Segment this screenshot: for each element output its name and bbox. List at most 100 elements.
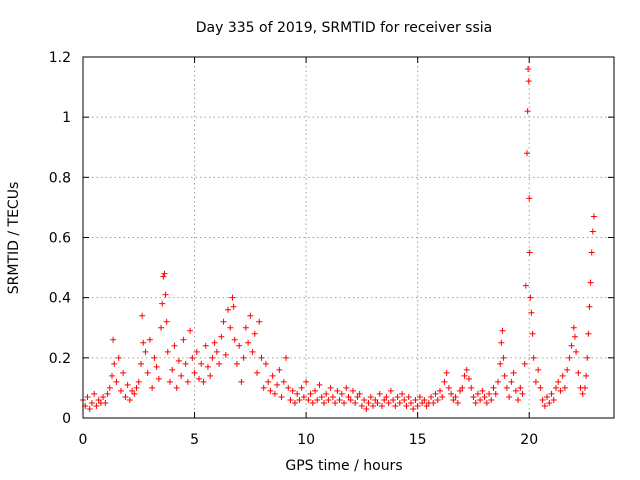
data-point bbox=[525, 78, 532, 85]
data-point bbox=[283, 354, 290, 361]
data-point bbox=[189, 354, 196, 361]
grid bbox=[83, 57, 614, 418]
data-point bbox=[104, 390, 111, 397]
data-point bbox=[343, 384, 350, 391]
data-point bbox=[407, 399, 414, 406]
data-point bbox=[530, 354, 537, 361]
data-point bbox=[196, 375, 203, 382]
data-point bbox=[383, 393, 390, 400]
x-tick-labels: 0 5 10 15 20 bbox=[79, 432, 539, 448]
data-point bbox=[519, 390, 526, 397]
data-points bbox=[80, 66, 597, 412]
data-point bbox=[91, 390, 98, 397]
data-point bbox=[126, 396, 133, 403]
data-point bbox=[180, 336, 187, 343]
data-point bbox=[135, 378, 142, 385]
data-point bbox=[399, 390, 406, 397]
data-point bbox=[265, 378, 272, 385]
data-point bbox=[468, 384, 475, 391]
data-point bbox=[532, 378, 539, 385]
data-point bbox=[510, 369, 517, 376]
data-point bbox=[573, 348, 580, 355]
data-point bbox=[164, 348, 171, 355]
data-point bbox=[477, 396, 484, 403]
x-tick-label: 10 bbox=[297, 432, 315, 448]
data-point bbox=[106, 384, 113, 391]
data-point bbox=[198, 360, 205, 367]
data-point bbox=[579, 390, 586, 397]
data-point bbox=[309, 399, 316, 406]
data-point bbox=[416, 393, 423, 400]
data-point bbox=[581, 384, 588, 391]
data-point bbox=[410, 405, 417, 412]
data-point bbox=[390, 396, 397, 403]
data-point bbox=[412, 396, 419, 403]
data-point bbox=[526, 249, 533, 256]
data-point bbox=[585, 330, 592, 337]
data-point bbox=[225, 306, 232, 313]
data-point bbox=[204, 363, 211, 370]
data-point bbox=[316, 381, 323, 388]
data-point bbox=[586, 303, 593, 310]
data-point bbox=[307, 390, 314, 397]
data-point bbox=[494, 378, 501, 385]
data-point bbox=[251, 330, 258, 337]
data-point bbox=[298, 384, 305, 391]
data-point bbox=[245, 339, 252, 346]
data-point bbox=[269, 372, 276, 379]
data-point bbox=[149, 384, 156, 391]
data-point bbox=[367, 393, 374, 400]
data-point bbox=[448, 390, 455, 397]
data-point bbox=[465, 375, 472, 382]
data-point bbox=[86, 405, 93, 412]
data-point bbox=[285, 384, 292, 391]
data-point bbox=[521, 360, 528, 367]
data-point bbox=[470, 393, 477, 400]
data-point bbox=[441, 378, 448, 385]
data-point bbox=[178, 372, 185, 379]
data-point bbox=[109, 372, 116, 379]
data-point bbox=[488, 396, 495, 403]
data-point bbox=[102, 399, 109, 406]
data-point bbox=[327, 384, 334, 391]
data-point bbox=[336, 396, 343, 403]
data-point bbox=[247, 312, 254, 319]
axis-ticks bbox=[82, 56, 614, 419]
data-point bbox=[216, 360, 223, 367]
data-point bbox=[213, 348, 220, 355]
data-point bbox=[590, 213, 597, 220]
data-point bbox=[472, 399, 479, 406]
x-tick-label: 20 bbox=[520, 432, 538, 448]
data-point bbox=[544, 393, 551, 400]
data-point bbox=[153, 363, 160, 370]
data-point bbox=[376, 390, 383, 397]
data-point bbox=[385, 399, 392, 406]
data-point bbox=[262, 360, 269, 367]
data-point bbox=[457, 387, 464, 394]
data-point bbox=[522, 282, 529, 289]
data-point bbox=[312, 387, 319, 394]
data-point bbox=[372, 396, 379, 403]
data-point bbox=[571, 333, 578, 340]
data-point bbox=[227, 324, 234, 331]
data-point bbox=[370, 402, 377, 409]
data-point bbox=[387, 387, 394, 394]
data-point bbox=[230, 303, 237, 310]
data-point bbox=[144, 369, 151, 376]
data-point bbox=[481, 393, 488, 400]
data-point bbox=[129, 387, 136, 394]
data-point bbox=[492, 390, 499, 397]
data-point bbox=[163, 318, 170, 325]
data-point bbox=[200, 378, 207, 385]
data-point bbox=[242, 324, 249, 331]
data-point bbox=[117, 387, 124, 394]
data-point bbox=[358, 402, 365, 409]
data-point bbox=[120, 369, 127, 376]
data-point bbox=[287, 396, 294, 403]
data-point bbox=[161, 270, 168, 277]
data-point bbox=[396, 399, 403, 406]
data-point bbox=[84, 393, 91, 400]
data-point bbox=[111, 360, 118, 367]
data-point bbox=[160, 273, 167, 280]
data-point bbox=[329, 393, 336, 400]
